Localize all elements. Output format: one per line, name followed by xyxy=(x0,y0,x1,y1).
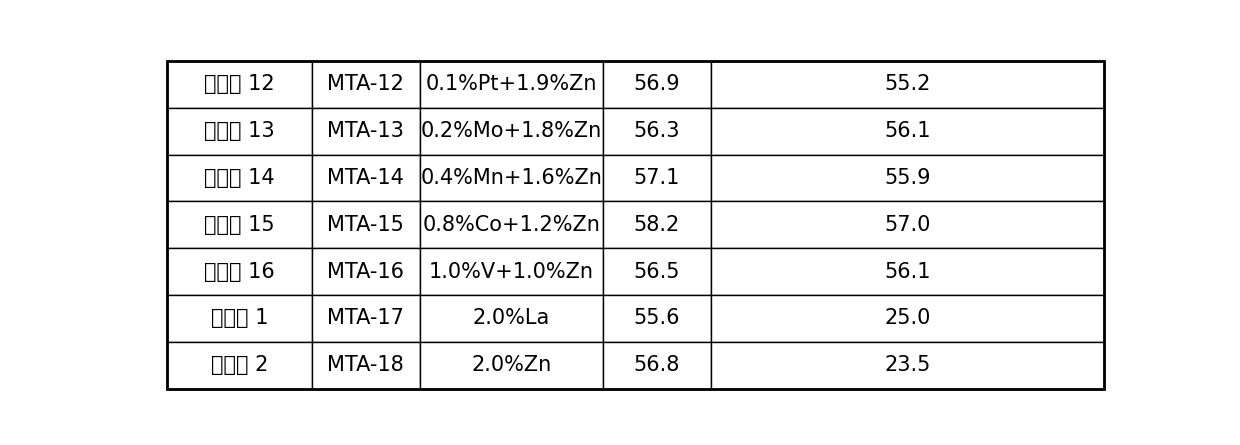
Text: 56.9: 56.9 xyxy=(634,74,680,94)
Text: 实施例 14: 实施例 14 xyxy=(203,168,274,188)
Text: 56.8: 56.8 xyxy=(634,355,680,375)
Text: 55.2: 55.2 xyxy=(884,74,931,94)
Bar xyxy=(166,295,312,342)
Bar xyxy=(711,342,1105,388)
Bar xyxy=(603,154,711,201)
Text: 实施例 13: 实施例 13 xyxy=(203,121,274,141)
Text: MTA-16: MTA-16 xyxy=(327,262,404,282)
Text: 0.2%Mo+1.8%Zn: 0.2%Mo+1.8%Zn xyxy=(420,121,601,141)
Text: 实施例 15: 实施例 15 xyxy=(203,215,274,235)
Text: MTA-13: MTA-13 xyxy=(327,121,404,141)
Bar xyxy=(312,154,420,201)
Text: 对比例 1: 对比例 1 xyxy=(211,308,268,328)
Text: 56.1: 56.1 xyxy=(884,262,931,282)
Bar xyxy=(603,201,711,248)
Bar xyxy=(166,108,312,154)
Text: MTA-15: MTA-15 xyxy=(327,215,404,235)
Bar xyxy=(711,108,1105,154)
Bar xyxy=(603,248,711,295)
Text: 2.0%Zn: 2.0%Zn xyxy=(471,355,552,375)
Bar xyxy=(711,61,1105,108)
Text: 1.0%V+1.0%Zn: 1.0%V+1.0%Zn xyxy=(429,262,594,282)
Text: 55.6: 55.6 xyxy=(634,308,680,328)
Bar xyxy=(711,201,1105,248)
Bar xyxy=(312,61,420,108)
Bar xyxy=(312,295,420,342)
Bar xyxy=(166,154,312,201)
Bar xyxy=(711,248,1105,295)
Bar xyxy=(312,248,420,295)
Bar xyxy=(312,342,420,388)
Text: 0.1%Pt+1.9%Zn: 0.1%Pt+1.9%Zn xyxy=(425,74,596,94)
Bar xyxy=(312,201,420,248)
Bar xyxy=(166,201,312,248)
Text: 56.5: 56.5 xyxy=(634,262,680,282)
Text: 23.5: 23.5 xyxy=(884,355,931,375)
Text: MTA-18: MTA-18 xyxy=(327,355,404,375)
Text: 56.1: 56.1 xyxy=(884,121,931,141)
Text: 57.1: 57.1 xyxy=(634,168,680,188)
Text: 2.0%La: 2.0%La xyxy=(472,308,549,328)
Text: 25.0: 25.0 xyxy=(884,308,931,328)
Text: 55.9: 55.9 xyxy=(884,168,931,188)
Bar xyxy=(420,342,603,388)
Text: 0.8%Co+1.2%Zn: 0.8%Co+1.2%Zn xyxy=(423,215,600,235)
Text: 57.0: 57.0 xyxy=(884,215,931,235)
Bar xyxy=(166,342,312,388)
Text: 0.4%Mn+1.6%Zn: 0.4%Mn+1.6%Zn xyxy=(420,168,603,188)
Text: 实施例 16: 实施例 16 xyxy=(203,262,274,282)
Text: 实施例 12: 实施例 12 xyxy=(203,74,274,94)
Bar xyxy=(420,295,603,342)
Bar xyxy=(711,295,1105,342)
Text: 56.3: 56.3 xyxy=(634,121,680,141)
Bar xyxy=(312,108,420,154)
Bar xyxy=(603,295,711,342)
Bar xyxy=(420,154,603,201)
Bar xyxy=(603,342,711,388)
Bar xyxy=(420,201,603,248)
Text: MTA-17: MTA-17 xyxy=(327,308,404,328)
Bar xyxy=(420,248,603,295)
Bar xyxy=(603,108,711,154)
Text: MTA-14: MTA-14 xyxy=(327,168,404,188)
Bar xyxy=(420,108,603,154)
Bar xyxy=(420,61,603,108)
Text: 58.2: 58.2 xyxy=(634,215,680,235)
Bar xyxy=(711,154,1105,201)
Text: MTA-12: MTA-12 xyxy=(327,74,404,94)
Bar xyxy=(166,248,312,295)
Bar xyxy=(603,61,711,108)
Bar xyxy=(166,61,312,108)
Text: 对比例 2: 对比例 2 xyxy=(211,355,268,375)
